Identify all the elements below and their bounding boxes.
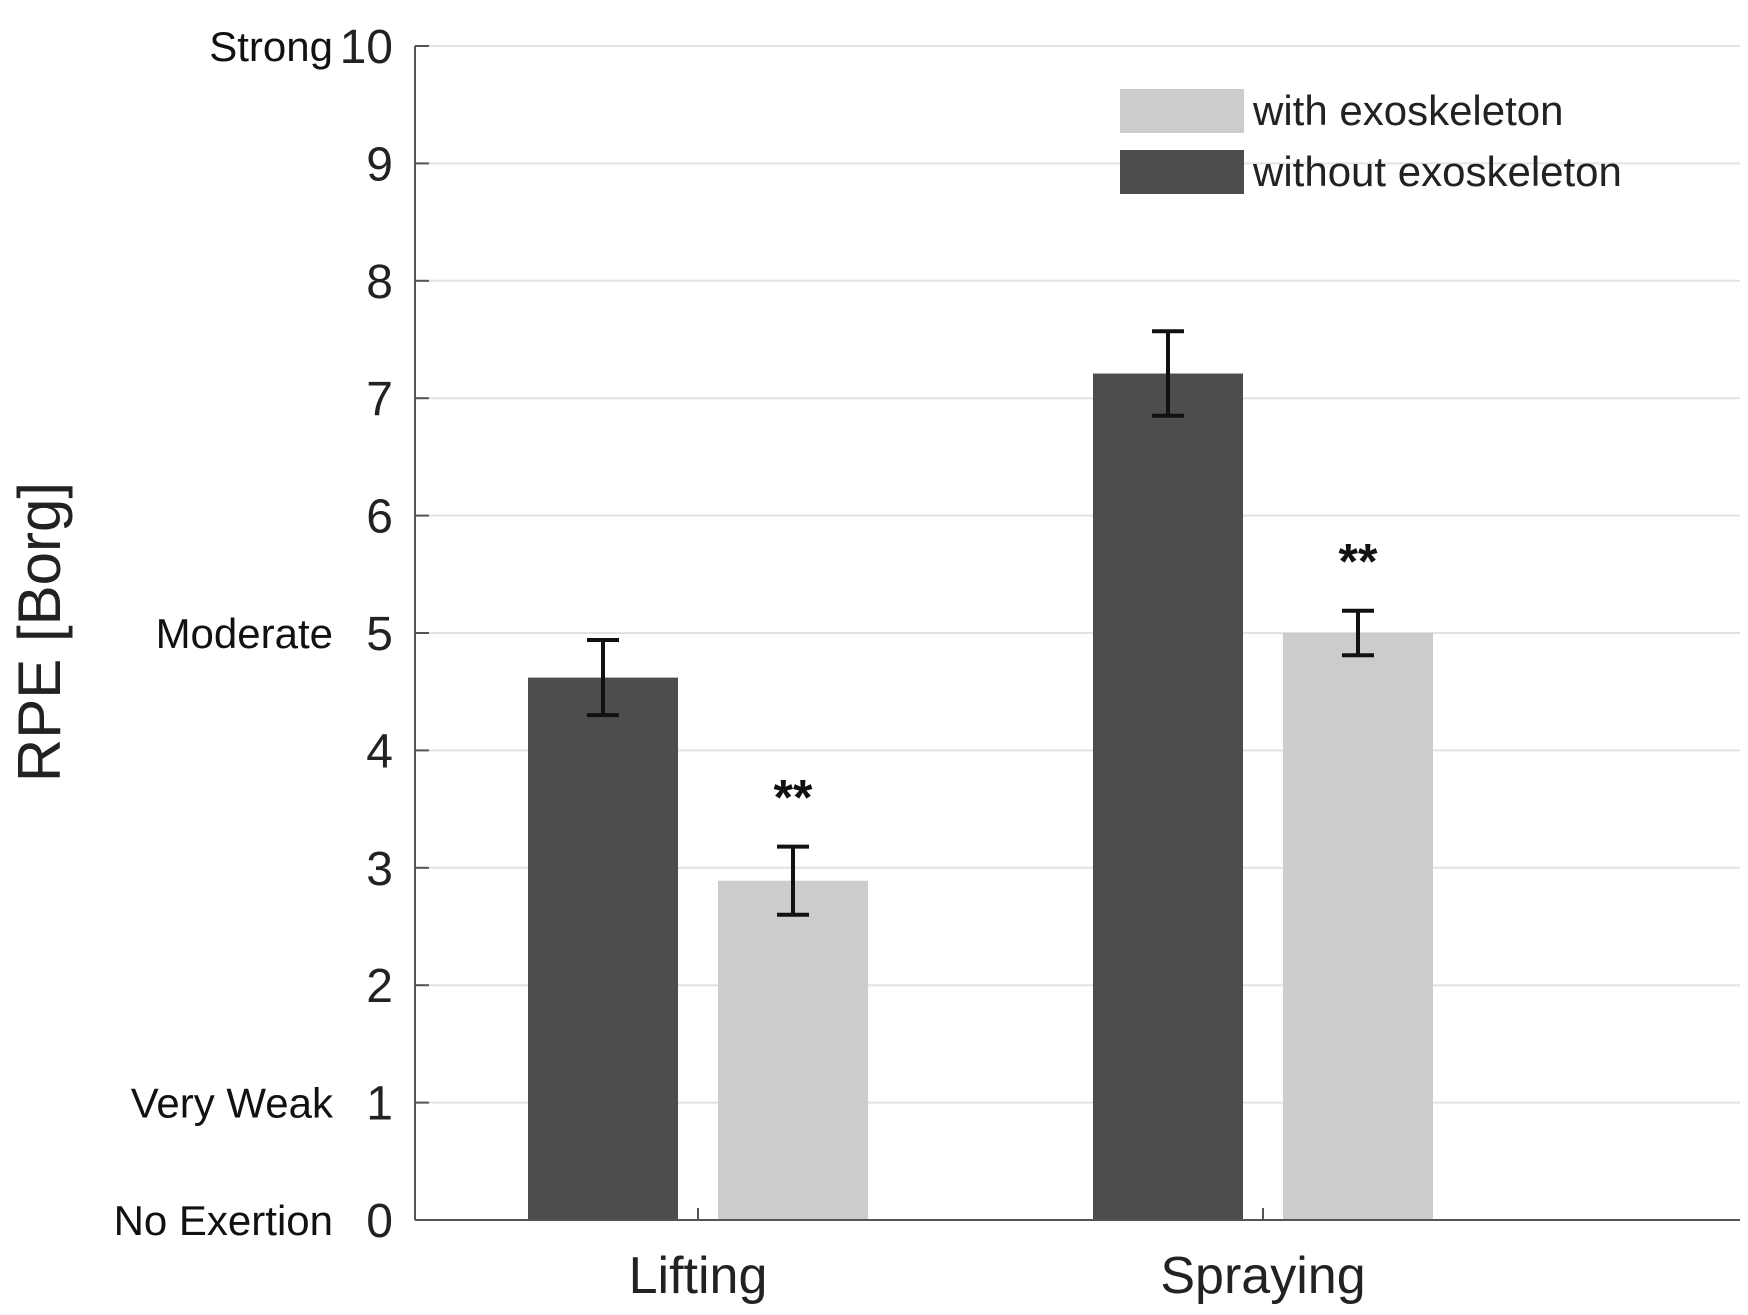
bars xyxy=(528,329,1433,1220)
y-descriptor-label: Moderate xyxy=(156,610,333,657)
y-tick-label: 2 xyxy=(366,960,393,1013)
legend-swatch xyxy=(1120,150,1244,194)
y-tick-label: 4 xyxy=(366,725,393,778)
legend-swatch xyxy=(1120,89,1244,133)
y-tick-label: 5 xyxy=(366,608,393,661)
y-descriptor-label: Strong xyxy=(209,23,333,70)
y-tick-label: 3 xyxy=(366,843,393,896)
bar-without-exoskeleton-lifting xyxy=(528,677,678,1220)
y-tick-label: 7 xyxy=(366,373,393,426)
y-tick-label: 10 xyxy=(340,21,393,74)
significance-label: ** xyxy=(774,770,813,826)
bar-with-exoskeleton-lifting xyxy=(718,880,868,1220)
x-category-label: Spraying xyxy=(1160,1247,1365,1305)
legend-label: without exoskeleton xyxy=(1252,148,1622,195)
bar-with-exoskeleton-spraying xyxy=(1283,633,1433,1220)
bar-without-exoskeleton-spraying xyxy=(1093,373,1243,1220)
y-descriptor-label: No Exertion xyxy=(114,1197,333,1244)
axes xyxy=(414,45,1740,1221)
y-axis-title: RPE [Borg] xyxy=(6,482,73,782)
y-tick-label: 1 xyxy=(366,1078,393,1131)
legend-label: with exoskeleton xyxy=(1252,87,1564,134)
y-tick-label: 6 xyxy=(366,491,393,544)
x-category-label: Lifting xyxy=(629,1247,768,1305)
y-descriptor-label: Very Weak xyxy=(131,1080,334,1127)
y-tick-label: 0 xyxy=(366,1195,393,1248)
significance-label: ** xyxy=(1339,534,1378,590)
y-tick-label: 9 xyxy=(366,138,393,191)
labels: 0 1 2 3 4 5 6 7 8 9 10 No Exertion Very Weak Moderate… xyxy=(6,21,1378,1305)
y-tick-label: 8 xyxy=(366,256,393,309)
legend: with exoskeleton without exoskeleton xyxy=(1120,87,1622,195)
